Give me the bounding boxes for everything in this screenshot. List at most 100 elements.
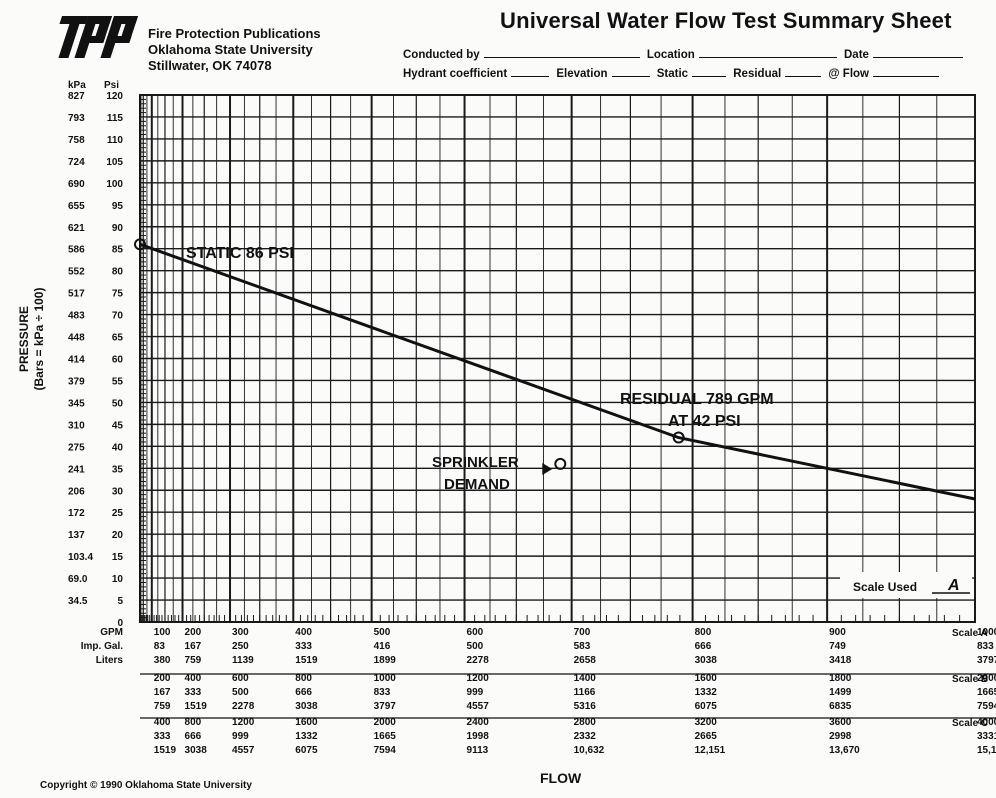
scale-value: 333: [185, 687, 202, 698]
kpa-tick-label: 310: [68, 420, 85, 431]
location-field[interactable]: [698, 47, 837, 58]
scale-row-label: Liters: [96, 655, 124, 666]
scale-value: 759: [154, 701, 171, 712]
chart-marks: STATIC 86 PSI RESIDUAL 789 GPM AT 42 PSI SP…: [134, 238, 976, 598]
ifsta-fpp-logo: [58, 16, 139, 58]
static-field[interactable]: [692, 66, 727, 77]
psi-tick-label: 25: [112, 508, 124, 519]
psi-tick-label: 30: [112, 486, 124, 497]
at-flow-field[interactable]: [873, 66, 939, 77]
date-field[interactable]: [872, 47, 963, 58]
scale-value: 7594: [374, 745, 397, 756]
scale-value: 749: [829, 641, 846, 652]
org-name: Fire Protection Publications: [148, 26, 321, 41]
kpa-header: kPa: [68, 80, 86, 91]
scale-value: 1332: [295, 731, 318, 742]
scale-value: 2278: [232, 701, 255, 712]
scale-value: 100: [154, 627, 171, 638]
scale-value: 6075: [295, 745, 318, 756]
scale-value: 500: [232, 687, 249, 698]
residual-annotation-line1: RESIDUAL 789 GPM: [620, 391, 774, 408]
conducted-by-label: Conducted by: [403, 49, 480, 61]
scale-value: 1200: [467, 673, 490, 684]
static-label: Static: [656, 68, 689, 80]
elevation-field[interactable]: [611, 66, 650, 77]
copyright-notice: Copyright © 1990 Oklahoma State Universi…: [40, 780, 252, 791]
residual-label: Residual: [733, 68, 782, 80]
scale-value: 2332: [574, 731, 597, 742]
psi-tick-label: 95: [112, 201, 124, 212]
scale-value: 1519: [154, 745, 177, 756]
scale-name: Scale B: [952, 674, 988, 685]
scale-used-value: A: [947, 577, 960, 594]
kpa-tick-label: 621: [68, 223, 85, 234]
psi-tick-label: 115: [107, 113, 124, 124]
scale-value: 2278: [467, 655, 490, 666]
x-axis-title: FLOW: [540, 770, 582, 786]
location-label: Location: [646, 49, 695, 61]
psi-tick-label: 90: [112, 223, 124, 234]
psi-tick-label: 15: [112, 552, 124, 563]
sprinkler-demand-point: [554, 457, 567, 470]
kpa-tick-label: 206: [68, 486, 85, 497]
scale-value: 500: [374, 627, 391, 638]
scale-value: 12,151: [695, 745, 726, 756]
kpa-tick-label: 103.4: [68, 552, 93, 563]
psi-tick-label: 100: [106, 179, 123, 190]
sprinkler-annotation-line1: SPRINKLER: [432, 454, 519, 471]
kpa-tick-label: 137: [68, 530, 85, 541]
sprinkler-arrow-head: [542, 463, 553, 475]
scale-value: 3797: [977, 655, 996, 666]
scale-value: 1139: [232, 655, 254, 666]
psi-tick-label: 85: [112, 245, 124, 256]
scale-name: Scale C: [952, 718, 988, 729]
psi-tick-label: 105: [106, 157, 123, 168]
scale-value: 1998: [467, 731, 490, 742]
kpa-tick-label: 655: [68, 201, 85, 212]
static-point: [134, 238, 146, 251]
psi-tick-label: 50: [112, 398, 124, 409]
kpa-tick-label: 241: [68, 464, 85, 475]
scale-row-label: GPM: [100, 627, 123, 638]
conducted-by-field[interactable]: [483, 47, 640, 58]
scale-value: 2800: [574, 717, 597, 728]
scale-value: 2400: [467, 717, 490, 728]
kpa-tick-label: 690: [68, 179, 85, 190]
psi-tick-label: 5: [117, 596, 123, 607]
scale-value: 833: [374, 687, 391, 698]
scale-value: 1600: [295, 717, 318, 728]
residual-field[interactable]: [785, 66, 822, 77]
scale-value: 333: [154, 731, 171, 742]
hydrant-coefficient-field[interactable]: [511, 66, 550, 77]
psi-tick-label: 45: [112, 420, 124, 431]
scale-used-label: Scale Used: [853, 580, 917, 594]
field-row-1: Conducted by Location Date: [403, 47, 967, 61]
y-axis-labels: kPa Psi1208271157931107581057241006909565…: [68, 80, 123, 629]
scale-value: 3418: [829, 655, 852, 666]
scale-value: 1899: [374, 655, 397, 666]
kpa-tick-label: 345: [68, 398, 85, 409]
scale-value: 5316: [574, 701, 597, 712]
elevation-label: Elevation: [556, 68, 608, 80]
scale-value: 400: [295, 627, 312, 638]
static-annotation: STATIC 86 PSI: [186, 245, 294, 262]
scale-value: 6835: [829, 701, 852, 712]
psi-tick-label: 75: [112, 289, 124, 300]
scale-value: 13,670: [829, 745, 860, 756]
scale-value: 800: [185, 717, 202, 728]
psi-tick-label: 110: [107, 135, 124, 146]
scale-value: 2000: [374, 717, 397, 728]
field-row-2: Hydrant coefficient Elevation Static Res…: [403, 66, 943, 80]
scale-value: 1200: [232, 717, 255, 728]
scale-value: 3038: [295, 701, 318, 712]
supply-curve-line: [139, 242, 976, 501]
scale-value: 1600: [695, 673, 718, 684]
psi-tick-label: 60: [112, 355, 124, 366]
scale-value: 666: [695, 641, 712, 652]
scale-value: 800: [695, 627, 712, 638]
kpa-tick-label: 34.5: [68, 596, 88, 607]
scale-value: 250: [232, 641, 249, 652]
kpa-tick-label: 552: [68, 267, 85, 278]
kpa-tick-label: 586: [68, 245, 85, 256]
